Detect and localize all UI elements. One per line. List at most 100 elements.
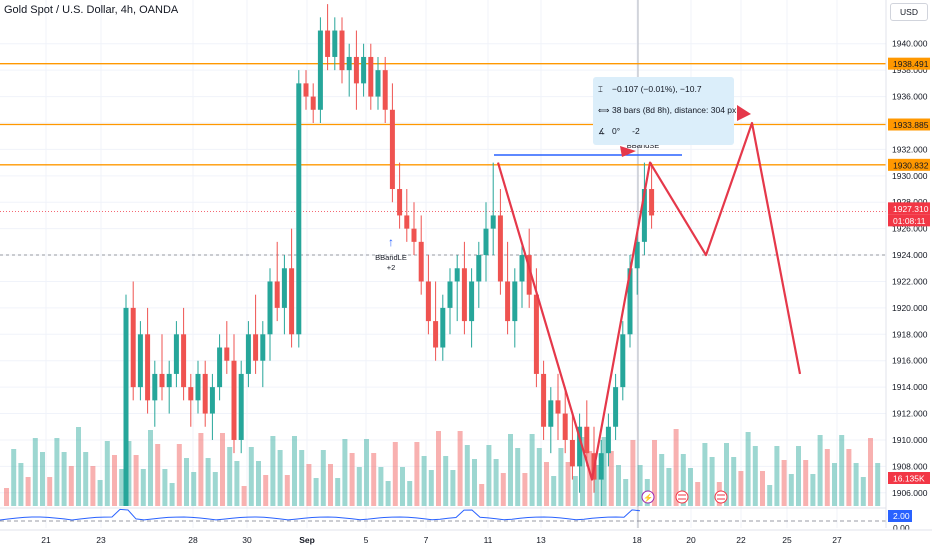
volume-bar [112, 455, 117, 506]
measure-price-text: −0.107 (−0.01%), −10.7 [612, 84, 702, 94]
volume-bar [220, 433, 225, 506]
volume-bar [270, 436, 276, 506]
measure-angle-row: ∡ 0° -2 [598, 124, 640, 138]
volume-bar [464, 445, 470, 506]
volume-bar [724, 443, 729, 506]
time-tick-label: 30 [242, 535, 252, 545]
price-label: 1938.491 [893, 59, 929, 69]
volume-bar [493, 459, 499, 506]
candle-body [361, 56, 367, 84]
candle-body [613, 387, 619, 427]
price-label: 01:08:11 [893, 216, 926, 226]
price-label-bg [888, 202, 930, 215]
currency-button[interactable]: USD [890, 3, 928, 21]
candle-body [317, 30, 323, 110]
candle-body [483, 228, 489, 256]
candle-body [555, 400, 561, 414]
bbandse-label: BBandSE [627, 141, 660, 150]
volume-bar [544, 462, 549, 506]
price-tick-label: 1916.000 [892, 356, 928, 366]
price-tick-label: 1936.000 [892, 92, 928, 102]
candle-body [209, 387, 215, 414]
volume-bar [414, 442, 420, 506]
volume-bar [781, 460, 787, 506]
candle-body [476, 255, 482, 282]
volume-bar [572, 476, 578, 506]
time-axis[interactable]: 21 23 28 30 Sep 5 7 11 13 18 20 22 25 27 [0, 529, 932, 550]
bbandle-arrow-icon: ↑ [388, 235, 394, 249]
osc-axis-label: 2.00 [893, 511, 910, 521]
osc-label-bg [888, 510, 912, 522]
candle-body [519, 255, 525, 282]
candle-body [281, 268, 287, 308]
volume-bar [803, 460, 809, 506]
zigzag-projection[interactable] [496, 105, 802, 481]
volume-bar [436, 431, 441, 506]
volume-bar [83, 452, 89, 506]
price-label-bg [888, 472, 930, 484]
price-tick-label: 1930.000 [892, 171, 928, 181]
volume-bar [594, 465, 600, 506]
volume-bar [126, 441, 132, 506]
candle-body [325, 30, 331, 57]
candle-body [541, 373, 547, 427]
candle-body [584, 426, 590, 454]
candle-body [533, 294, 539, 374]
price-label-bg [888, 57, 930, 70]
candles [123, 4, 655, 506]
measure-price-row: ⌶ −0.107 (−0.01%), −10.7 [598, 82, 702, 96]
price-tick-label: 1924.000 [892, 250, 928, 260]
time-tick-label: Sep [299, 535, 315, 545]
lightning-icon [641, 490, 655, 504]
price-tick-label: 1932.000 [892, 144, 928, 154]
volume-bar [457, 431, 463, 506]
volume-bar [277, 450, 283, 506]
volume-bar [702, 443, 708, 506]
volume-bar [875, 463, 881, 506]
candle-body [505, 281, 511, 322]
oscillator-line [0, 508, 641, 521]
volume-bar [205, 458, 211, 506]
volume-bar [162, 469, 168, 506]
volume-bar [652, 440, 657, 506]
symbol-title[interactable]: Gold Spot / U.S. Dollar, 4h, OANDA [4, 4, 179, 16]
volume-bar [673, 429, 679, 506]
candle-body [152, 373, 158, 401]
volume-bar [752, 446, 758, 506]
candle-body [649, 189, 655, 216]
time-tick-label: 22 [736, 535, 746, 545]
volume-bar [76, 427, 81, 506]
volume-bar [630, 440, 636, 506]
candle-body [634, 241, 640, 269]
price-tick-label: 1918.000 [892, 329, 928, 339]
us-flag-icon [675, 490, 689, 504]
candle-body [346, 56, 352, 71]
volume-bar [853, 463, 859, 506]
price-axis[interactable]: 1940.0001938.0001936.0001934.0001932.000… [885, 0, 932, 533]
angle-icon: ∡ [598, 127, 606, 136]
horizontal-levels[interactable] [0, 63, 886, 166]
price-tick-label: 1938.000 [892, 65, 928, 75]
volume-bar [443, 456, 449, 506]
volume-bar [788, 474, 794, 506]
volume-bar [767, 485, 773, 506]
candle-body [332, 30, 338, 57]
price-tick-label: 1908.000 [892, 461, 928, 471]
volume-bar [176, 444, 182, 506]
volume-bar [709, 457, 715, 506]
us-flag-icon [714, 490, 728, 504]
candle-body [411, 228, 417, 242]
price-axis-bg [886, 0, 932, 528]
time-tick-label: 11 [484, 535, 493, 545]
volume-bar [320, 450, 326, 506]
measure-bars-text: 38 bars (8d 8h), distance: 304 px [612, 105, 737, 115]
candle-body [217, 347, 223, 388]
volume-bar [846, 449, 852, 506]
volume-bar [472, 459, 477, 506]
candle-body [469, 281, 475, 322]
volume-bar [378, 467, 384, 506]
bbandle-sub-label: +2 [387, 263, 396, 272]
time-tick-label: 13 [536, 535, 546, 545]
bbandle-label: BBandLE [375, 253, 407, 262]
